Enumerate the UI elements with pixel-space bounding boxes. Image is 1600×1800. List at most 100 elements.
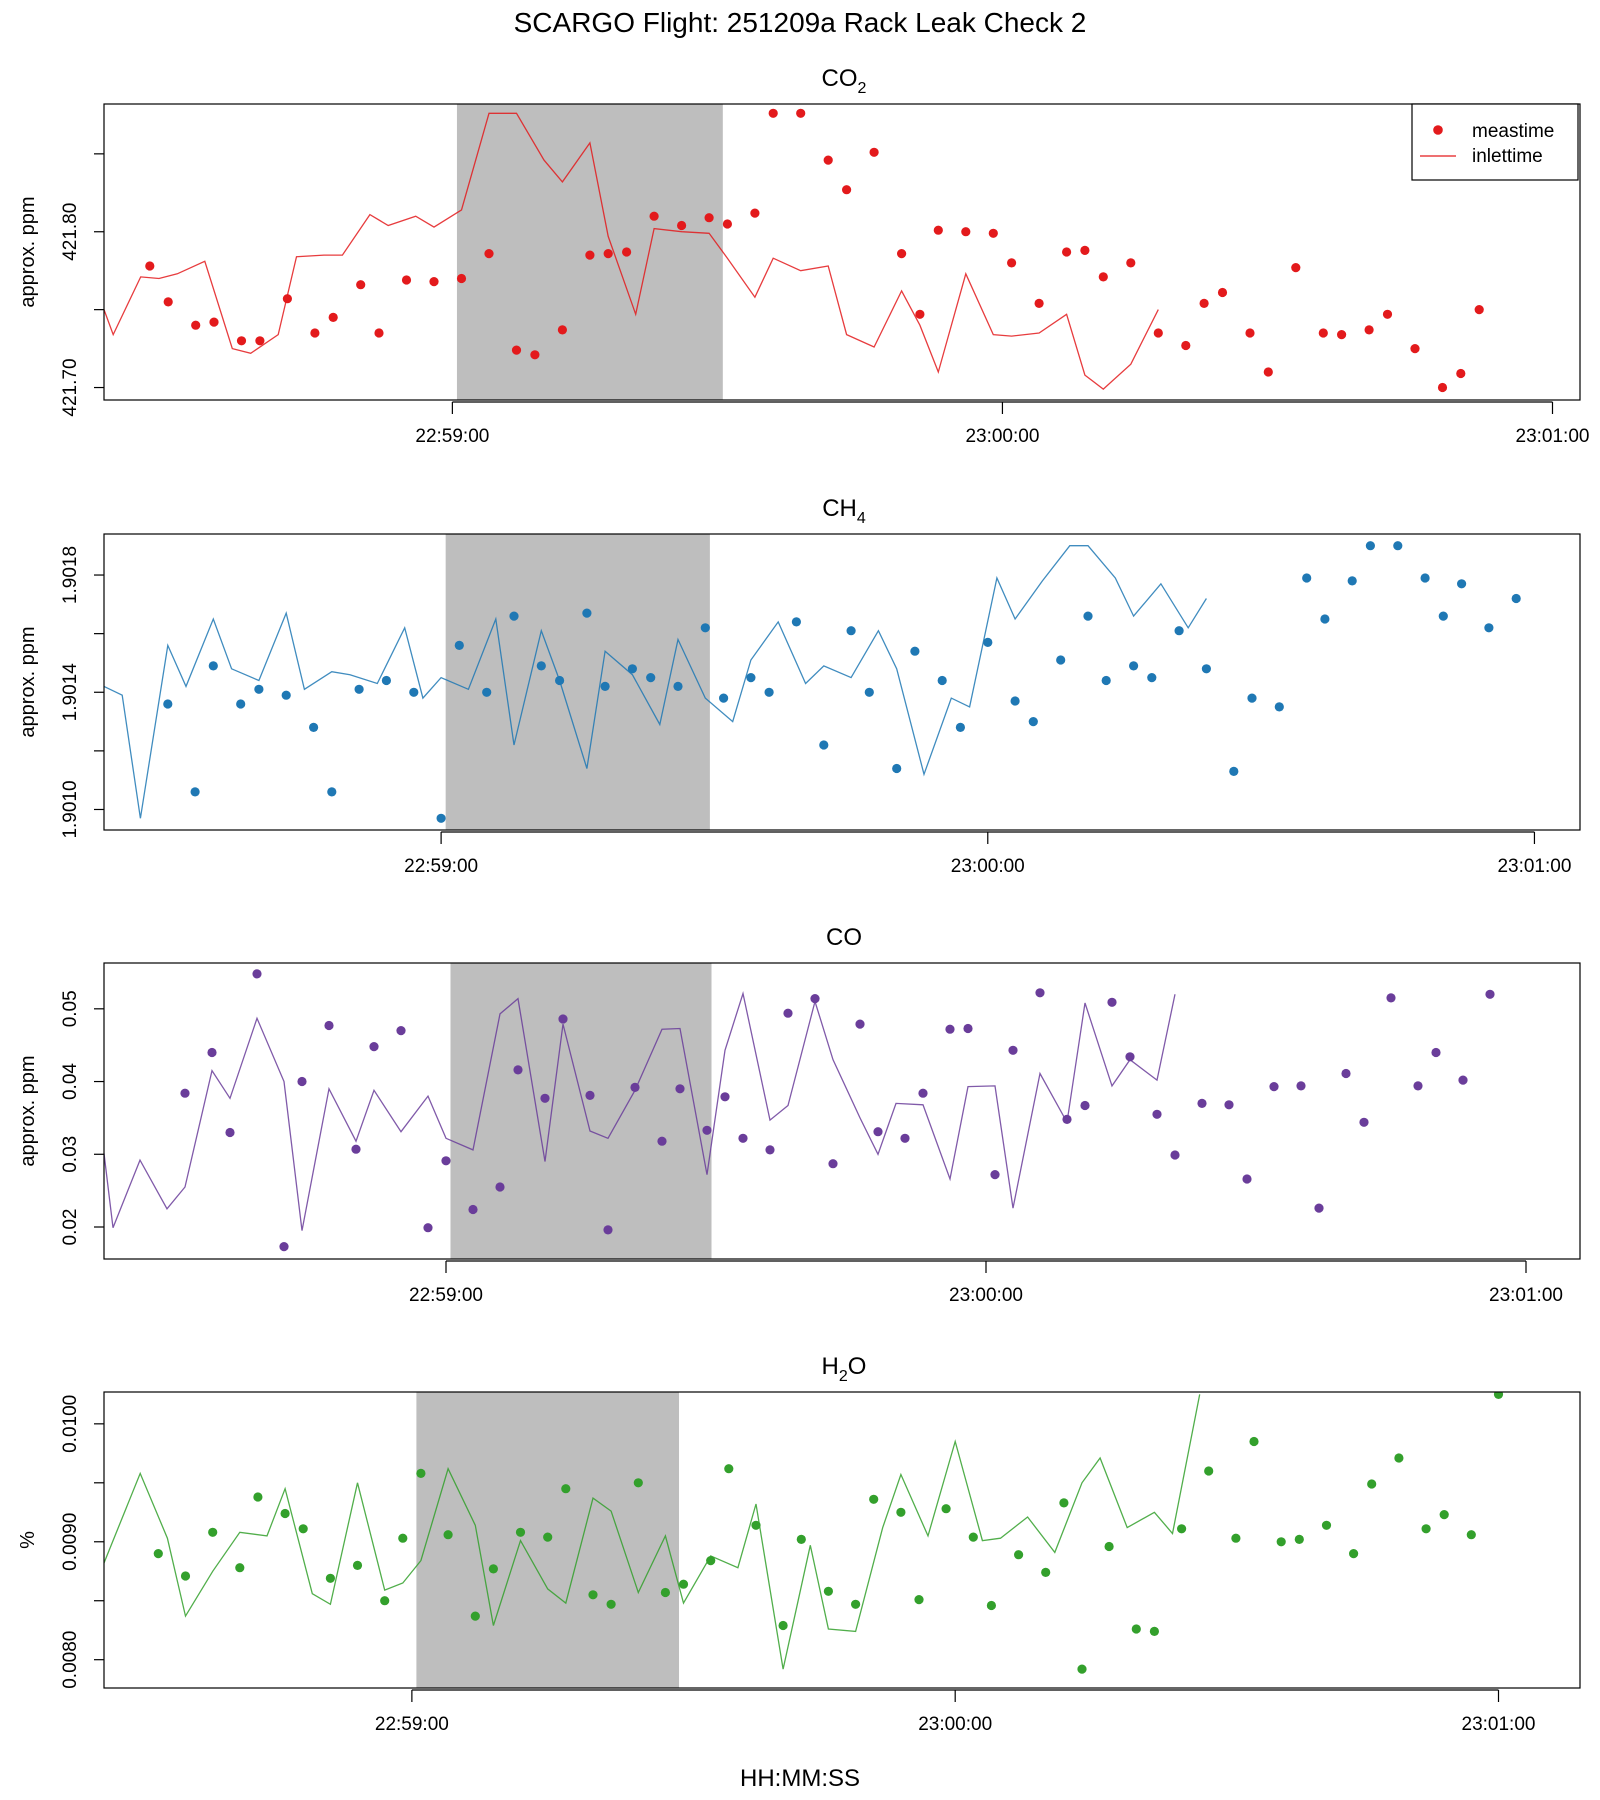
meas-point (561, 1484, 571, 1494)
panel-title-main: CO (822, 65, 858, 92)
meas-point (381, 675, 391, 686)
y-tick-label: 0.03 (60, 1136, 81, 1173)
meas-point (918, 1088, 928, 1098)
meas-point (1107, 997, 1117, 1007)
y-tick-label: 421.80 (60, 203, 81, 261)
meas-point (961, 227, 971, 237)
meas-point (328, 312, 338, 322)
meas-point (910, 646, 920, 656)
meas-point (1010, 696, 1020, 706)
meas-point (530, 350, 540, 360)
meas-point (783, 1008, 793, 1018)
meas-point (915, 309, 925, 319)
meas-point (252, 969, 262, 979)
y-axis-label: approx. ppm (17, 1055, 39, 1166)
meas-point (380, 1596, 390, 1606)
y-axis-label: approx. ppm (17, 626, 39, 737)
meas-point (1056, 655, 1066, 665)
x-tick-label: 22:59:00 (375, 1714, 449, 1735)
meas-point (1204, 1466, 1214, 1476)
meas-point (225, 1127, 235, 1138)
meas-point (454, 640, 464, 651)
meas-point (416, 1468, 426, 1478)
x-tick-label: 23:00:00 (949, 1285, 1023, 1306)
legend-meas-symbol (1433, 125, 1443, 135)
meas-point (1318, 328, 1328, 338)
plot-frame (103, 1391, 1581, 1689)
meas-point (1276, 1537, 1286, 1547)
meas-point (704, 213, 714, 223)
meas-point (828, 1159, 838, 1169)
meas-point (352, 1560, 363, 1570)
meas-point (764, 687, 774, 697)
meas-point (1170, 1150, 1180, 1160)
meas-point (327, 787, 337, 797)
meas-point (1229, 766, 1239, 777)
meas-point (606, 1599, 616, 1609)
panel-2: CH4 1.9010 1.9014 1.9018 approx. ppm 22:59:00… (17, 495, 1581, 877)
meas-point (700, 623, 710, 633)
meas-point (509, 611, 519, 621)
meas-point (1274, 702, 1284, 712)
y-tick-label: 0.0080 (60, 1631, 81, 1689)
meastime-points (153, 1392, 1504, 1674)
y-tick-label: 1.9014 (60, 663, 81, 722)
meas-point (324, 1020, 334, 1031)
meas-point (864, 687, 874, 697)
panel-title: CO2 (822, 65, 867, 97)
meas-point (1393, 541, 1403, 551)
x-tick-label: 23:00:00 (965, 426, 1039, 447)
meas-point (630, 1082, 640, 1092)
figure-title: SCARGO Flight: 251209a Rack Leak Check 2 (514, 7, 1087, 38)
plot-frame (103, 533, 1581, 831)
inlettime-line (104, 112, 1159, 390)
meas-point (1104, 1541, 1114, 1552)
legend: meastime inlettime (1411, 103, 1579, 181)
meas-point (1126, 258, 1136, 268)
y-tick-label: 0.05 (60, 990, 81, 1027)
meas-point (1125, 1052, 1135, 1062)
meas-point (1149, 1626, 1159, 1636)
meas-point (678, 1579, 689, 1589)
meas-point (1337, 330, 1347, 340)
meas-point (1153, 328, 1163, 338)
meas-point (622, 247, 632, 257)
meas-point (436, 813, 446, 823)
x-axis-label: HH:MM:SS (740, 1765, 860, 1792)
meas-point (896, 1507, 906, 1517)
meas-point (208, 1527, 218, 1537)
meas-point (374, 328, 384, 338)
meas-point (933, 225, 943, 235)
shaded-region (450, 963, 712, 1259)
legend-inlet-label: inlettime (1472, 146, 1543, 167)
meas-point (869, 147, 879, 157)
meas-point (582, 608, 592, 618)
meas-point (897, 249, 907, 259)
meas-point (1007, 258, 1017, 268)
meas-point (1474, 305, 1484, 315)
panel-4: H2O 0.0080 0.0090 0.0100% 22:59:00 23:00:00 23… (17, 1353, 1581, 1735)
meas-point (855, 1019, 865, 1029)
meas-point (1008, 1045, 1018, 1055)
meas-point (585, 1090, 595, 1100)
meas-point (627, 664, 638, 674)
x-tick-label: 23:01:00 (1497, 856, 1571, 877)
meas-point (750, 208, 760, 218)
inlettime-line (104, 1394, 1201, 1670)
panel-title-subscript: 4 (857, 510, 866, 527)
meas-point (1201, 664, 1211, 674)
meas-point (588, 1590, 598, 1600)
meas-point (190, 787, 200, 797)
meas-point (470, 1611, 480, 1621)
panel-title-main: H (822, 1353, 839, 1380)
y-tick-label: 0.0090 (60, 1513, 81, 1571)
meas-point (1466, 1530, 1476, 1540)
panel-3: CO 0.02 0.03 0.04 0.05 approx. ppm 22:59:00 23:… (17, 924, 1581, 1306)
meas-point (633, 1478, 643, 1488)
meas-point (990, 1170, 1000, 1180)
meas-point (765, 1145, 775, 1155)
meas-point (396, 1026, 406, 1036)
meas-point (1394, 1453, 1404, 1463)
panel-title-main: CO (826, 924, 862, 951)
